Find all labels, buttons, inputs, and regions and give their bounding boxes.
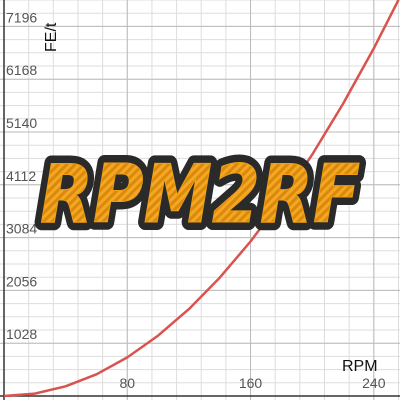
tick-labels: 80 160 240 1028 2056 3084 4112 5140 6168 7196 [6,9,386,391]
y-tick-label: 3084 [6,221,37,237]
logo: RPM2RF RPM2RF [32,140,368,249]
y-tick-label: 2056 [6,273,37,289]
y-axis-title: FE/t [43,22,60,52]
y-tick-label: 5140 [6,115,37,131]
y-tick-label: 7196 [6,9,37,25]
x-axis-title: RPM [342,358,378,375]
logo-text: RPM2RF [40,148,360,241]
series-layer [3,0,400,398]
y-tick-label: 6168 [6,62,37,78]
y-tick-label: 1028 [6,326,37,342]
series-line [3,0,400,398]
x-tick-label: 160 [239,375,263,391]
x-tick-label: 240 [362,375,386,391]
x-tick-label: 80 [119,375,135,391]
logo-text-shadow: RPM2RF [40,148,360,241]
y-tick-label: 4112 [6,168,36,184]
